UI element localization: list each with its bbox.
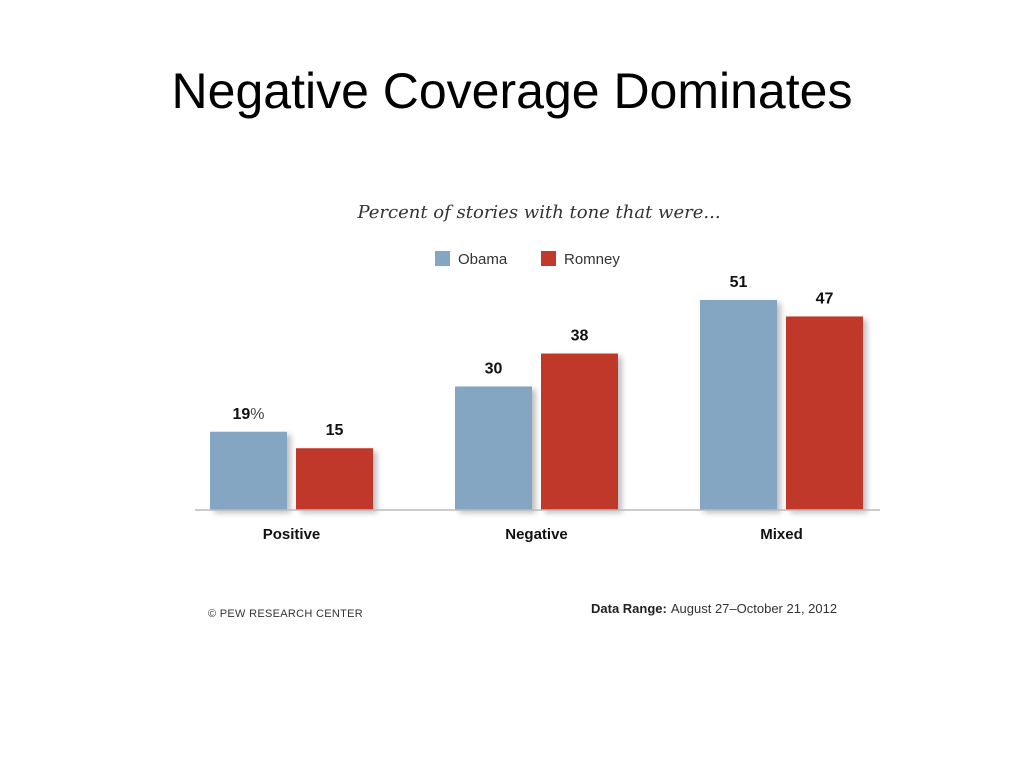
data-range-note: Data Range: August 27–October 21, 2012 <box>591 601 837 616</box>
value-label-romney-negative: 38 <box>571 328 589 345</box>
bar-romney-negative <box>541 353 618 510</box>
chart-legend: Obama Romney <box>435 251 620 268</box>
value-label-romney-mixed: 47 <box>816 290 834 307</box>
bar-obama-positive <box>210 431 287 510</box>
source-credit: © PEW RESEARCH CENTER <box>208 608 363 620</box>
bars-group <box>210 300 863 510</box>
data-range-label: Data Range: <box>591 601 667 616</box>
legend-label-obama: Obama <box>458 251 508 268</box>
bar-romney-mixed <box>786 316 863 510</box>
category-label-negative: Negative <box>505 526 568 543</box>
legend-swatch-obama <box>435 251 450 266</box>
chart-subtitle: Percent of stories with tone that were..… <box>356 202 720 223</box>
legend-label-romney: Romney <box>564 251 620 268</box>
value-label-romney-positive: 15 <box>326 422 344 439</box>
value-label-obama-positive: 19% <box>232 406 264 423</box>
category-label-mixed: Mixed <box>760 526 803 543</box>
bar-obama-negative <box>455 386 532 510</box>
bar-obama-mixed <box>700 300 777 510</box>
category-labels-group: Positive Negative Mixed <box>263 526 803 543</box>
value-label-obama-mixed: 51 <box>730 274 748 291</box>
bar-romney-positive <box>296 448 373 510</box>
value-unit-percent: % <box>250 406 264 423</box>
data-range-value: August 27–October 21, 2012 <box>671 601 837 616</box>
slide-title: Negative Coverage Dominates <box>171 63 853 119</box>
value-label-obama-negative: 30 <box>485 360 503 377</box>
value-labels-group: 19% 15 30 38 51 47 <box>232 274 833 439</box>
legend-swatch-romney <box>541 251 556 266</box>
category-label-positive: Positive <box>263 526 321 543</box>
